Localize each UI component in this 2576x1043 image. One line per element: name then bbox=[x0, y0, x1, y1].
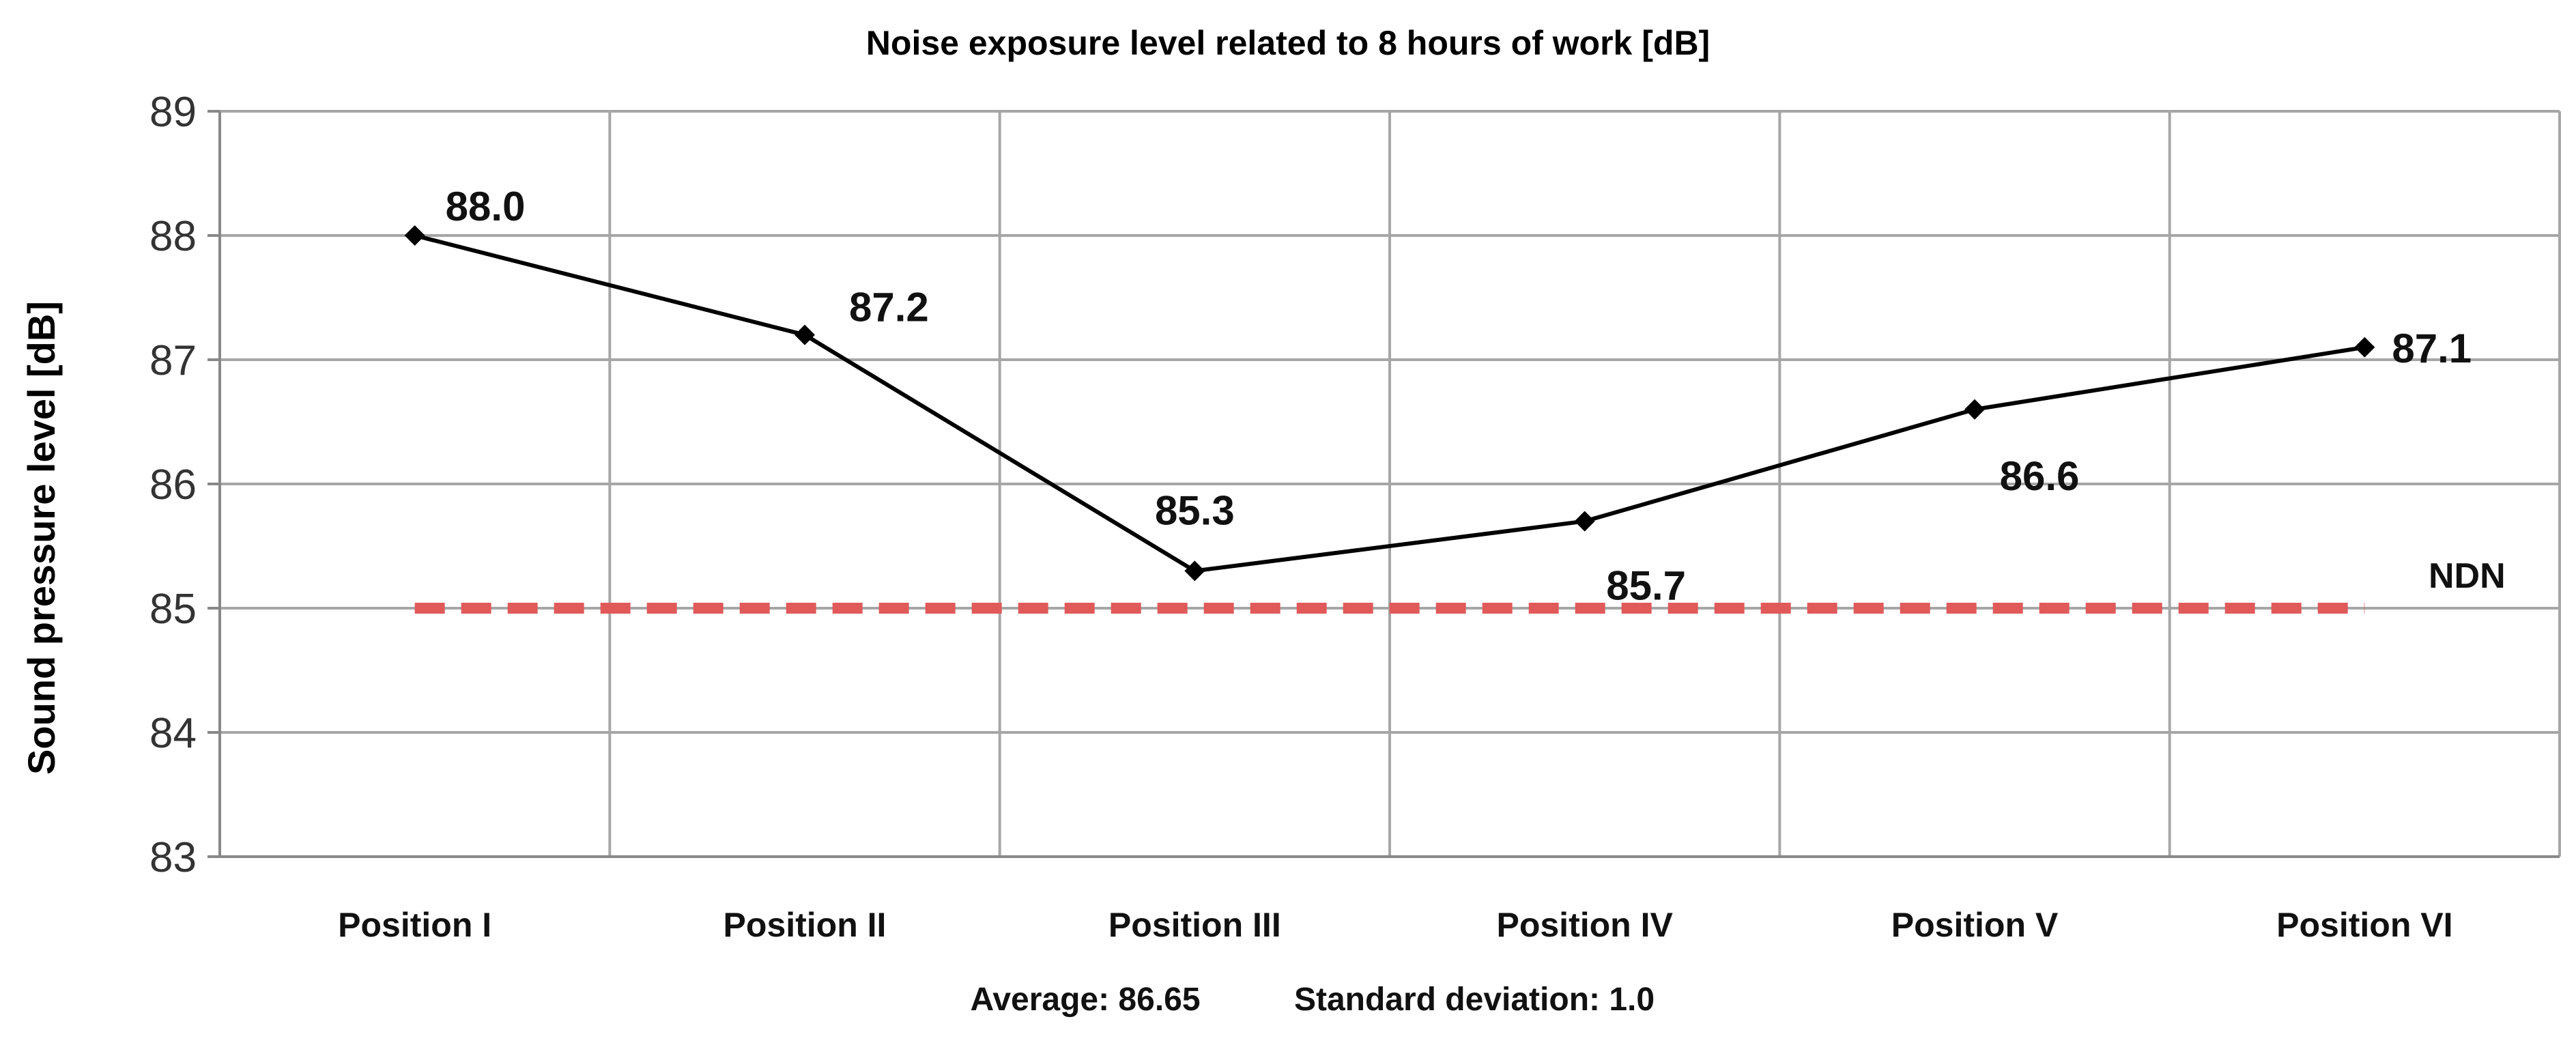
x-category-label: Position VI bbox=[2276, 906, 2452, 944]
y-tick-label: 87 bbox=[149, 337, 197, 384]
x-category-label: Position V bbox=[1891, 906, 2059, 944]
y-tick-label: 85 bbox=[149, 586, 197, 633]
data-label: 85.3 bbox=[1155, 487, 1235, 533]
grid-lines bbox=[207, 110, 2561, 858]
footer-std: Standard deviation: 1.0 bbox=[1294, 982, 1655, 1018]
chart-title: Noise exposure level related to 8 hours … bbox=[866, 24, 1710, 62]
axes bbox=[218, 111, 2560, 858]
x-category-label: Position IV bbox=[1496, 906, 1673, 944]
data-point bbox=[1964, 399, 1985, 420]
y-tick-label: 86 bbox=[149, 461, 197, 509]
ndn-label: NDN bbox=[2429, 556, 2506, 596]
x-category-labels: Position I Position II Position III Positio… bbox=[338, 906, 2452, 944]
series-layer: 88.0 87.2 85.3 85.7 86.6 87.1 bbox=[404, 184, 2472, 609]
x-category-label: Position I bbox=[338, 906, 491, 944]
y-axis-label: Sound pressure level [dB] bbox=[20, 301, 63, 775]
footer-average: Average: 86.65 bbox=[970, 982, 1200, 1018]
reference-line: NDN bbox=[414, 556, 2506, 614]
y-tick-label: 83 bbox=[149, 834, 197, 881]
data-label: 85.7 bbox=[1606, 563, 1686, 609]
data-point bbox=[1574, 511, 1595, 532]
series-line bbox=[414, 233, 2365, 573]
x-category-label: Position III bbox=[1108, 906, 1281, 944]
data-point bbox=[2354, 337, 2375, 358]
data-label: 87.2 bbox=[849, 285, 929, 330]
data-point bbox=[1184, 560, 1205, 582]
y-tick-label: 84 bbox=[149, 710, 197, 757]
data-label: 87.1 bbox=[2392, 326, 2472, 371]
y-tick-label: 89 bbox=[149, 89, 197, 136]
y-tick-labels: 83 84 85 86 87 88 89 bbox=[149, 89, 197, 881]
data-label: 86.6 bbox=[2000, 453, 2080, 499]
data-point bbox=[404, 225, 425, 246]
data-point bbox=[795, 324, 815, 345]
data-label: 88.0 bbox=[446, 184, 526, 229]
x-category-label: Position II bbox=[724, 906, 887, 944]
y-tick-label: 88 bbox=[149, 213, 197, 260]
